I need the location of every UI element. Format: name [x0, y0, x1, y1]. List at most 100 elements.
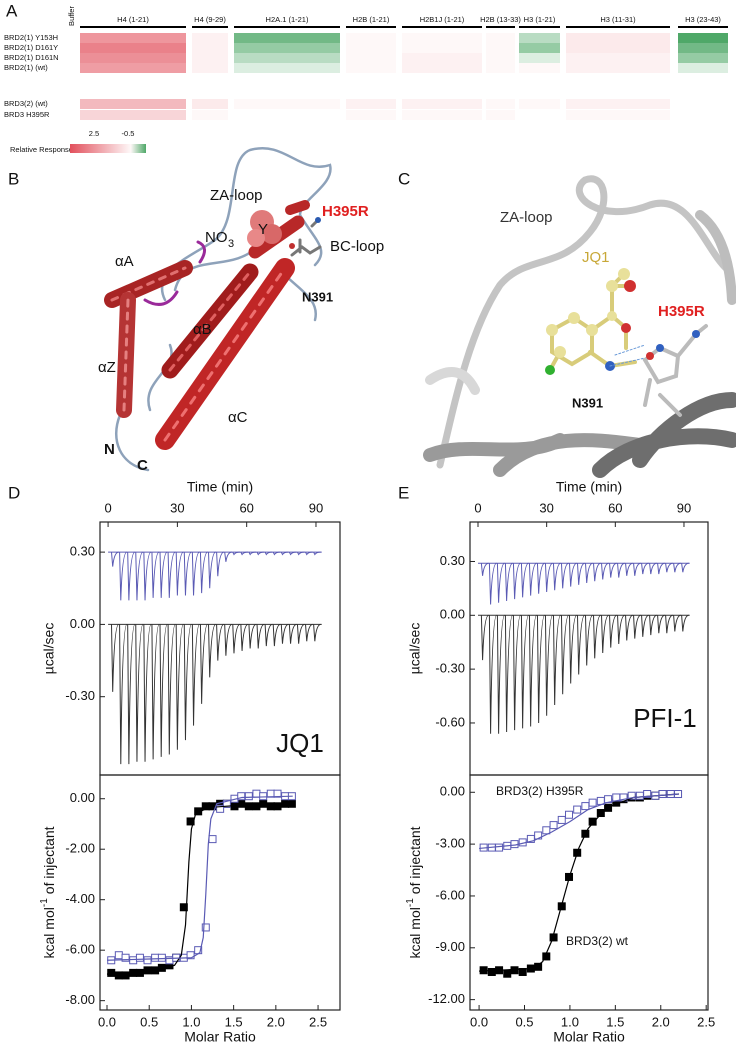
injection-peak — [681, 562, 689, 573]
structure-label: αB — [193, 321, 212, 338]
heatmap-cell — [486, 99, 515, 109]
data-point — [121, 971, 130, 980]
x-tick-label: 90 — [677, 500, 691, 515]
injection-peak — [183, 551, 192, 596]
injection-peak — [496, 614, 506, 734]
heatmap-cell — [346, 99, 396, 109]
data-point — [222, 799, 231, 808]
y-tick-label: -3.00 — [435, 836, 465, 851]
heatmap-cell — [566, 33, 670, 43]
panel-label: A — [6, 1, 18, 20]
injection-peak — [617, 614, 625, 645]
data-point — [503, 969, 512, 978]
data-point — [581, 802, 590, 811]
x-tick-label: 1.5 — [225, 1014, 243, 1029]
x-tick-label: 0.5 — [140, 1014, 158, 1029]
data-point — [627, 791, 636, 800]
data-point — [201, 923, 210, 932]
injection-peak — [240, 623, 249, 651]
data-point — [495, 843, 504, 852]
panel-label: C — [398, 169, 410, 188]
injection-peak — [585, 614, 593, 666]
injection-peak — [208, 551, 216, 589]
y-tick-label: -8.00 — [65, 992, 95, 1007]
injection-peak — [224, 551, 232, 562]
injection-peak — [167, 623, 176, 755]
injection-peak — [552, 614, 562, 706]
injection-peak — [528, 614, 538, 727]
injection-peak — [248, 551, 257, 556]
x-axis-label: Molar Ratio — [184, 1029, 256, 1045]
data-point — [237, 799, 246, 808]
injection-peak — [512, 562, 521, 600]
buffer-label: Buffer — [67, 6, 76, 26]
injection-peak — [560, 614, 570, 695]
y-tick-label: -0.60 — [435, 714, 465, 729]
heatmap-cell — [566, 99, 670, 109]
plot-frame — [99, 774, 341, 1011]
injection-peak — [625, 562, 633, 576]
injection-peak — [617, 562, 625, 578]
heatmap-cell — [80, 110, 186, 120]
x-tick-label: 1.5 — [606, 1014, 624, 1029]
x-tick-label: 0.0 — [470, 1014, 488, 1029]
structure-label: Y — [258, 221, 268, 238]
scale-title: Relative Response — [10, 145, 73, 154]
y-axis-label-part: -1 — [405, 898, 416, 907]
y-tick-label: 0.00 — [70, 616, 95, 631]
x-tick-label: 2.5 — [697, 1014, 715, 1029]
heatmap-cell — [234, 33, 340, 43]
heatmap-cell — [80, 63, 186, 73]
data-point — [151, 953, 160, 962]
x-tick-label: 60 — [239, 500, 253, 515]
heatmap-cell — [486, 63, 515, 73]
injection-peak — [272, 551, 281, 556]
row-label: BRD2(1) (wt) — [4, 63, 48, 72]
structure-label: N391 — [572, 395, 603, 410]
injection-peak — [593, 562, 601, 582]
heatmap-cell — [519, 110, 560, 120]
injection-peak — [568, 562, 577, 587]
row-label: BRD2(1) Y153H — [4, 33, 58, 42]
heatmap-cell — [80, 33, 186, 43]
heatmap-cell — [346, 110, 396, 120]
heatmap-cell — [519, 33, 560, 43]
injection-peak — [673, 614, 681, 632]
structure-label: N391 — [302, 289, 333, 304]
injection-peak — [313, 623, 321, 642]
data-point — [179, 903, 188, 912]
structure-label: 3 — [228, 238, 234, 250]
injection-peak — [504, 562, 513, 601]
injection-peak — [159, 623, 168, 757]
heatmap-cell — [566, 63, 670, 73]
data-point — [557, 815, 566, 824]
injection-peak — [313, 551, 321, 556]
plot: 0.00 -2.00 -4.00 -6.00 -8.000.0 0.5 1.0 1.5 2.0 2… — [39, 774, 341, 1045]
injection-peak — [183, 623, 192, 741]
injection-peak — [216, 551, 224, 577]
x-axis-label: Time (min) — [556, 479, 622, 495]
injection-peak — [480, 614, 489, 661]
data-point — [143, 966, 152, 975]
injection-peak — [280, 551, 289, 556]
data-point — [244, 792, 253, 801]
heatmap-cell — [80, 53, 186, 63]
heatmap-cell — [678, 33, 728, 43]
injection-peak — [119, 551, 128, 601]
data-point — [121, 953, 130, 962]
injection-peak — [143, 623, 152, 762]
plot: 0.00 -3.00 -6.00 -9.00 -12.00 0.0 0.5 1.0 1.5 2.0… — [405, 774, 715, 1045]
y-tick-label: -9.00 — [435, 939, 465, 954]
y-axis-label-part: kcal mol — [41, 907, 57, 958]
injection-peak — [288, 623, 297, 644]
injection-peak — [199, 551, 208, 594]
row-label: BRD3(2) (wt) — [4, 99, 48, 108]
injection-peak — [199, 623, 209, 704]
structure-label: ZA-loop — [210, 187, 263, 204]
data-point — [244, 802, 253, 811]
injection-peak — [504, 614, 514, 732]
column-header: H2B (13-33) — [480, 15, 521, 24]
heatmap-cell — [678, 43, 728, 53]
injection-peak — [272, 623, 281, 647]
y-tick-label: -0.30 — [65, 688, 95, 703]
